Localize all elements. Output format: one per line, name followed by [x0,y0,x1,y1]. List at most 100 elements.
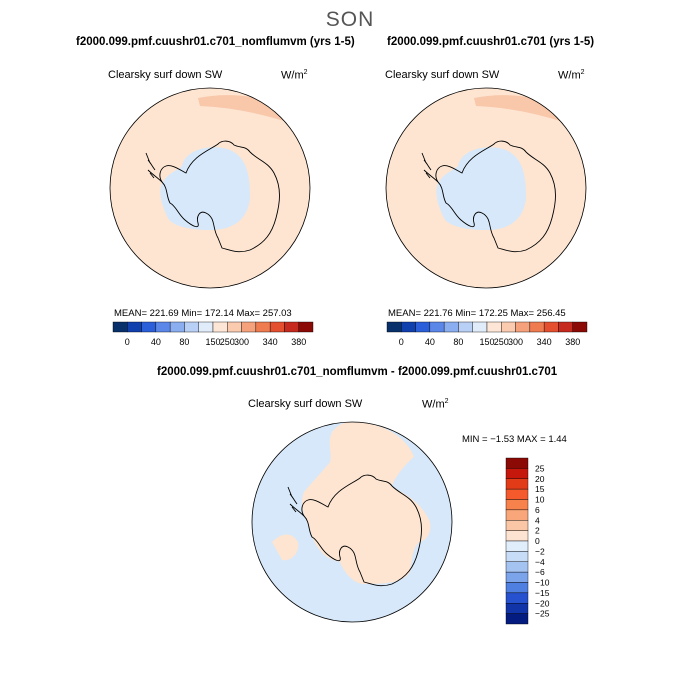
colorbar-tick-label: 20 [535,474,545,484]
colorbar-cell [505,592,529,604]
colorbar-cell [458,321,473,333]
panel3-variable-label: Clearsky surf down SW [248,398,363,410]
colorbar-cell [505,561,529,573]
panel2-map-border [385,87,587,289]
colorbar-cell [415,321,431,333]
colorbar-cell [505,540,529,552]
colorbar-tick-label: 250 [220,337,235,347]
colorbar-tick-label: 300 [508,337,523,347]
colorbar-tick-label: 80 [453,337,463,347]
colorbar-cell [505,603,529,614]
colorbar-tick-label: 300 [234,337,249,347]
colorbar-tick-label: 340 [263,337,278,347]
colorbar-cell [184,321,199,333]
colorbar-cell [505,571,529,583]
colorbar-tick-label: −6 [535,567,545,577]
colorbar-tick-label: 380 [291,337,306,347]
colorbar-cell [543,321,559,333]
colorbar-cell [529,321,545,333]
colorbar-cell [269,321,285,333]
colorbar-cell [505,530,529,542]
colorbar-cell [227,321,242,333]
colorbar-cell [505,478,529,490]
colorbar-cell [515,321,531,333]
panel2-title: f2000.099.pmf.cuushr01.c701 (yrs 1-5) [387,36,595,48]
colorbar-cell [155,321,171,333]
colorbar-cell [505,468,529,479]
panel3-stats: MIN = −1.53 MAX = 1.44 [462,434,567,445]
colorbar-tick-label: −10 [535,578,550,588]
panel3-positive-region [301,422,431,584]
colorbar-tick-label: 40 [151,337,161,347]
panel3-map [251,421,453,623]
panel1-units: W/m2 [281,69,308,82]
colorbar-cell [505,499,529,511]
colorbar-cell [241,321,257,333]
colorbar-cell [443,321,459,333]
colorbar-tick-label: 10 [535,495,545,505]
colorbar-cell [505,551,529,562]
colorbar-cell [284,321,299,333]
colorbar-tick-label: 340 [537,337,552,347]
colorbar-tick-label: −2 [535,546,545,556]
colorbar-cell [212,321,228,333]
colorbar-tick-label: 0 [535,536,540,546]
colorbar-cell [112,321,128,333]
colorbar-tick-label: 0 [125,337,130,347]
panel1-colorbar-labels: 0 40 80 150 250 300 340 380 [125,337,306,347]
colorbar-tick-label: 80 [179,337,189,347]
colorbar-tick-label: 250 [494,337,509,347]
colorbar-cell [505,613,529,625]
colorbar-cell [198,321,214,333]
panel2-stats: MEAN= 221.76 Min= 172.25 Max= 256.45 [388,308,566,319]
colorbar-cell [127,321,142,333]
panel3-title: f2000.099.pmf.cuushr01.c701_nomflumvm - … [157,366,558,378]
panel1-map [109,87,311,289]
panel2-colorbar-labels: 0 40 80 150 250 300 340 380 [399,337,580,347]
panel1-colorbar: 0 40 80 150 250 300 340 380 [112,321,314,347]
colorbar-tick-label: −25 [535,609,550,619]
panel1-map-border [109,87,311,289]
panel3-colorbar-cells [505,457,529,625]
colorbar-cell [429,321,445,333]
colorbar-tick-label: −20 [535,598,550,608]
colorbar-tick-label: 25 [535,463,545,473]
colorbar-tick-label: 2 [535,526,540,536]
panel3-antarctica-coastline [287,474,422,587]
colorbar-cell [558,321,573,333]
panel2-low-region [436,147,526,230]
panel3-map-border [251,421,453,623]
colorbar-tick-label: −4 [535,557,545,567]
colorbar-cell [401,321,416,333]
panel2-variable-label: Clearsky surf down SW [385,69,500,81]
colorbar-tick-label: 150 [205,337,220,347]
colorbar-cell [386,321,402,333]
panel3-positive-patch [272,534,299,561]
panel2-colorbar-cells [386,321,588,333]
panel2-units: W/m2 [558,69,585,82]
panel2-colorbar: 0 40 80 150 250 300 340 380 [386,321,588,347]
colorbar-tick-label: 40 [425,337,435,347]
colorbar-tick-label: 0 [399,337,404,347]
colorbar-cell [505,509,529,521]
season-title: SON [325,8,375,31]
colorbar-cell [572,321,588,333]
colorbar-cell [505,582,529,594]
panel1-antarctica-coastline [145,140,280,253]
panel1-stats: MEAN= 221.69 Min= 172.14 Max= 257.03 [114,308,292,319]
panel3-units: W/m2 [422,398,449,411]
panel1-variable-label: Clearsky surf down SW [108,69,223,81]
colorbar-cell [501,321,516,333]
colorbar-cell [141,321,157,333]
colorbar-tick-label: 6 [535,505,540,515]
panel1-low-region [160,147,250,230]
panel1-high-band [198,95,305,128]
colorbar-tick-label: 4 [535,515,540,525]
colorbar-tick-label: 150 [479,337,494,347]
panel2-antarctica-coastline [421,140,556,253]
colorbar-tick-label: 15 [535,484,545,494]
colorbar-tick-label: 380 [565,337,580,347]
colorbar-cell [255,321,271,333]
